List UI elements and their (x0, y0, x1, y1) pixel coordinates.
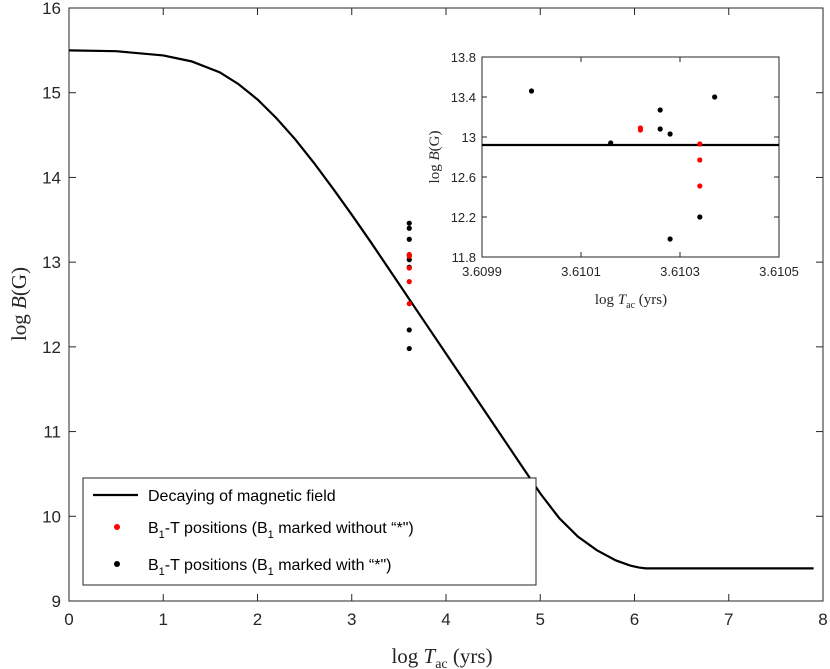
inset-x-axis-label: log Tac (yrs) (595, 292, 667, 311)
inset-x-tick-label: 3.6101 (561, 264, 601, 279)
data-point (406, 253, 412, 259)
inset-plot-area (481, 56, 780, 258)
inset-y-axis-label: log B(G) (427, 131, 443, 184)
main-ticks (68, 7, 824, 602)
inset-y-tick-label: 11.8 (452, 250, 476, 265)
inset-y-tick-label: 13 (462, 130, 476, 145)
x-tick-label: 1 (159, 610, 168, 629)
y-tick-label: 12 (42, 338, 61, 357)
inset-tick-labels: 3.6099 3.6101 3.6103 3.6105 11.8 12.2 12.6 13 13… (451, 50, 799, 279)
inset-data-point (712, 94, 718, 100)
inset-y-tick-label: 12.6 (451, 170, 476, 185)
y-tick-label: 13 (42, 253, 61, 272)
data-point (406, 279, 412, 285)
x-tick-label: 2 (253, 610, 262, 629)
inset-data-point (697, 157, 703, 163)
decay-curve (68, 49, 814, 570)
x-tick-label: 5 (536, 610, 545, 629)
main-scatter-points (406, 220, 412, 352)
main-x-axis-label: log Tac (yrs) (391, 644, 492, 669)
y-tick-label: 10 (42, 507, 61, 526)
x-tick-label: 8 (818, 610, 827, 629)
x-tick-label: 0 (64, 610, 73, 629)
data-point (406, 301, 412, 307)
data-point (406, 225, 412, 231)
legend-red-marker (114, 524, 120, 530)
inset-y-tick-label: 13.8 (451, 50, 476, 65)
main-y-axis-label: log B(G) (7, 267, 31, 341)
data-point (406, 327, 412, 333)
x-tick-label: 6 (630, 610, 639, 629)
inset-data-point (697, 141, 703, 147)
y-tick-label: 11 (43, 423, 61, 442)
inset-x-tick-label: 3.6103 (660, 264, 700, 279)
inset-data-point (697, 183, 703, 189)
inset-scatter-points (528, 88, 718, 242)
x-tick-label: 4 (441, 610, 450, 629)
inset-data-point (528, 88, 535, 94)
x-tick-label: 3 (347, 610, 356, 629)
data-point (406, 345, 412, 352)
legend-entry-without-star: B1-T positions (B1 marked without “*") (148, 520, 414, 541)
y-tick-label: 15 (42, 84, 61, 103)
inset-data-point (667, 131, 673, 137)
inset-data-point (667, 236, 673, 242)
legend-box (82, 477, 537, 586)
y-tick-label: 16 (42, 0, 61, 18)
inset-data-point (657, 126, 663, 132)
data-point (406, 265, 412, 271)
y-tick-label: 9 (52, 592, 61, 611)
inset-data-point (697, 214, 703, 220)
legend-entry-decay: Decaying of magnetic field (148, 488, 336, 505)
legend: Decaying of magnetic field B1-T position… (82, 477, 537, 586)
inset-x-tick-label: 3.6099 (462, 264, 502, 279)
inset-y-tick-label: 12.2 (451, 210, 476, 225)
inset-y-tick-label: 13.4 (451, 90, 476, 105)
y-tick-label: 14 (42, 168, 61, 187)
data-point (406, 220, 412, 226)
inset-data-point (657, 107, 663, 113)
x-tick-label: 7 (724, 610, 733, 629)
inset-data-point (608, 140, 614, 146)
inset-data-point (637, 127, 644, 133)
inset-x-tick-label: 3.6105 (759, 264, 799, 279)
inset-ticks (481, 56, 780, 258)
legend-black-marker (114, 561, 120, 567)
legend-entry-with-star: B1-T positions (B1 marked with “*") (148, 557, 391, 578)
data-point (406, 236, 412, 242)
